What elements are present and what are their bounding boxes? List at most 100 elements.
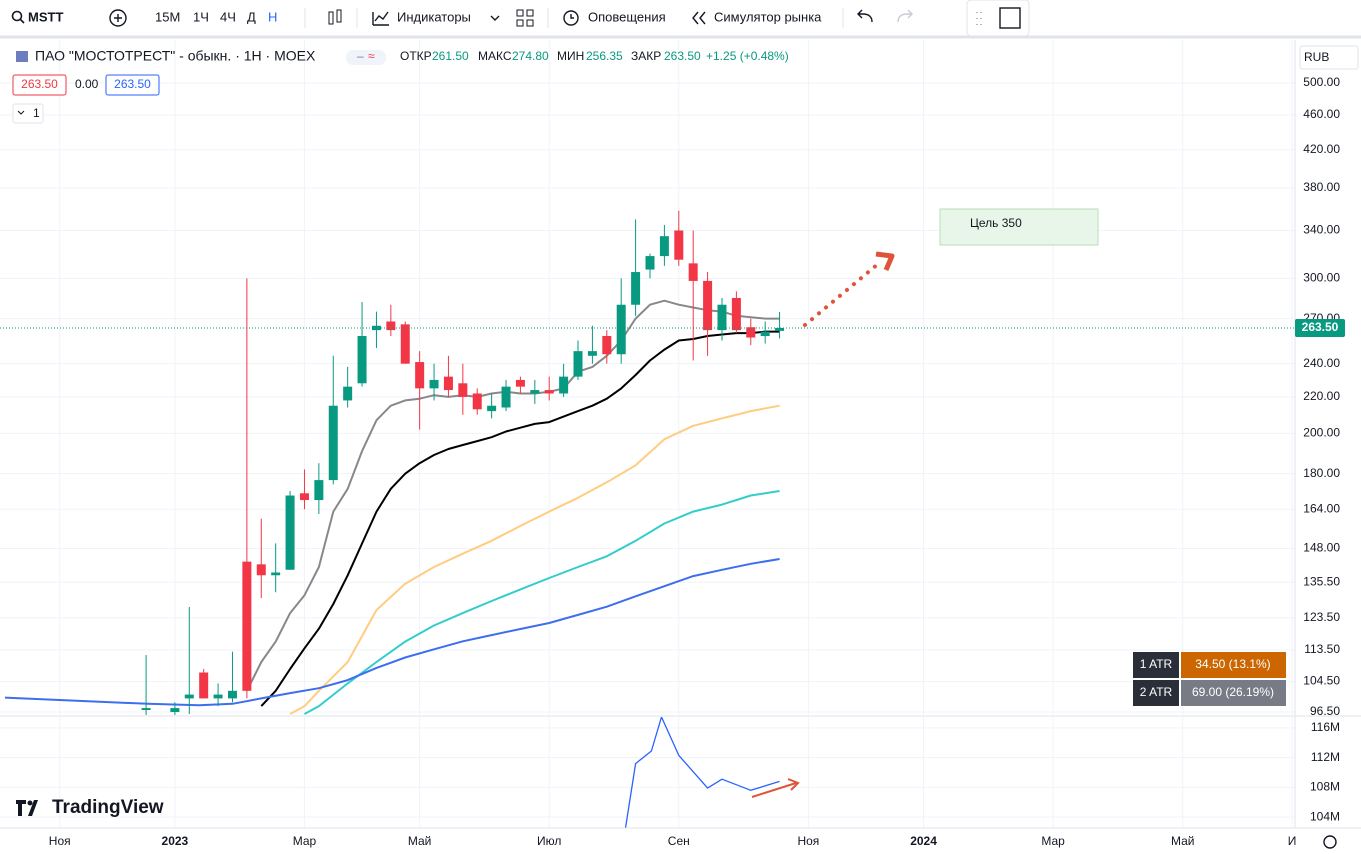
sell-box[interactable] [12,74,67,96]
candle-body [242,561,252,691]
layouts-button[interactable] [516,9,534,27]
legend: ПАО "МОСТОТРЕСТ" - обыкн. · 1Н · MOEX ‒ … [12,48,789,124]
settings-button[interactable] [1323,835,1337,849]
moving-average [304,490,780,715]
target-label[interactable]: Цель 350 [970,216,1022,230]
y-tick-label: 340.00 [1303,223,1340,237]
candle-body [343,386,353,401]
sell-price[interactable]: 263.50 [21,77,58,91]
y-tick-label: 108M [1310,780,1340,794]
candle-body [443,376,453,391]
watermark: TradingView [16,797,164,818]
grid-icon [516,19,524,27]
candle-body [501,386,511,408]
symbol-logo [16,51,28,62]
replay-button[interactable]: Симулятор рынка [714,9,822,24]
candle-body [746,327,756,338]
candle-body [170,708,180,713]
close-label: ЗАКР [631,49,661,63]
candle-body [530,390,540,394]
candle-body [717,304,727,331]
symbol-title[interactable]: ПАО "МОСТОТРЕСТ" - обыкн. · 1Н · MOEX [35,48,316,64]
low-label: МИН [557,49,584,63]
y-tick-label: 460.00 [1303,107,1340,121]
buy-box[interactable] [105,74,160,96]
candle-body [371,325,381,331]
x-tick-label: 2024 [910,834,937,848]
interval[interactable]: 1Ч [193,9,209,24]
drag-handle[interactable] [976,12,982,25]
atr-label-bg [1133,680,1179,706]
indicators-toggle[interactable] [12,103,44,124]
x-tick-label: Ноя [797,834,819,848]
atr-value-bg [1181,680,1286,706]
y-tick-label: 220.00 [1303,389,1340,403]
y-tick-label: 240.00 [1303,356,1340,370]
y-tick-label: 420.00 [1303,142,1340,156]
alert-icon [570,14,574,19]
chart-type-button[interactable] [328,9,342,25]
forecast-arrow[interactable] [803,262,880,327]
y-tick-label: 180.00 [1303,466,1340,480]
candle-body [645,256,655,270]
currency-button[interactable] [1299,45,1359,70]
undo-button[interactable] [857,9,873,23]
buy-price[interactable]: 263.50 [114,77,151,91]
compare-icon [114,14,122,22]
candle-body [602,336,612,355]
candle-body [559,376,569,394]
candle-body [573,351,583,377]
dropdown-icon[interactable] [490,15,500,21]
candle-icon [328,11,334,25]
alerts-button[interactable]: Оповещения [588,9,666,24]
price-pane [4,210,785,715]
moving-average [4,558,780,707]
x-tick-label: И [1288,834,1297,848]
y-tick-label: 112M [1311,750,1340,764]
symbol-search[interactable]: MSTT [11,9,64,24]
compare-button[interactable] [109,9,127,27]
currency[interactable]: RUB [1304,50,1329,64]
candle-body [299,493,309,501]
low-value: 256.35 [586,49,623,63]
toolbar: MSTT 15М 1Ч 4Ч Д Н Индикаторы Оповещения… [0,0,1361,39]
y-tick-label: 300.00 [1303,271,1340,285]
candle-body [227,690,237,699]
volume-arrow[interactable] [751,782,797,798]
target-box[interactable] [939,208,1099,246]
indicators-button[interactable]: Индикаторы [397,9,471,24]
candle-body [256,564,266,576]
y-tick-label: 200.00 [1303,426,1340,440]
y-tick-label: 164.00 [1303,501,1340,515]
candle-body [357,336,367,384]
atr-label-bg [1133,652,1179,678]
symbol[interactable]: MSTT [28,9,63,24]
atr-label: 1 ATR [1140,657,1173,671]
candle-body [328,405,338,481]
candle-body [674,230,684,260]
atr-value: 69.00 (26.19%) [1192,685,1274,699]
y-tick-label: 135.50 [1303,574,1340,588]
x-tick-label: Май [1171,834,1195,848]
compare-pill[interactable] [346,50,386,65]
redo-button[interactable] [897,9,913,23]
volume-pane [624,717,780,828]
high-label: МАКС [478,49,512,63]
logo-mark [16,800,38,816]
candle-body [429,379,439,389]
volume-arrowhead [787,778,800,791]
candle-body [659,236,669,257]
interval[interactable]: Д [247,9,256,24]
candle-body [213,694,223,699]
y-tick-label: 123.50 [1303,610,1340,624]
interval[interactable]: 15М [155,9,180,24]
interval[interactable]: 4Ч [220,9,236,24]
candle-body [314,480,324,501]
candle-icon [336,9,342,23]
last-price-label: 263.50 [1302,320,1339,334]
open-label: ОТКР [400,49,432,63]
moving-average [289,404,780,715]
interval-active[interactable]: Н [268,9,277,24]
rectangle-tool[interactable] [999,7,1021,29]
